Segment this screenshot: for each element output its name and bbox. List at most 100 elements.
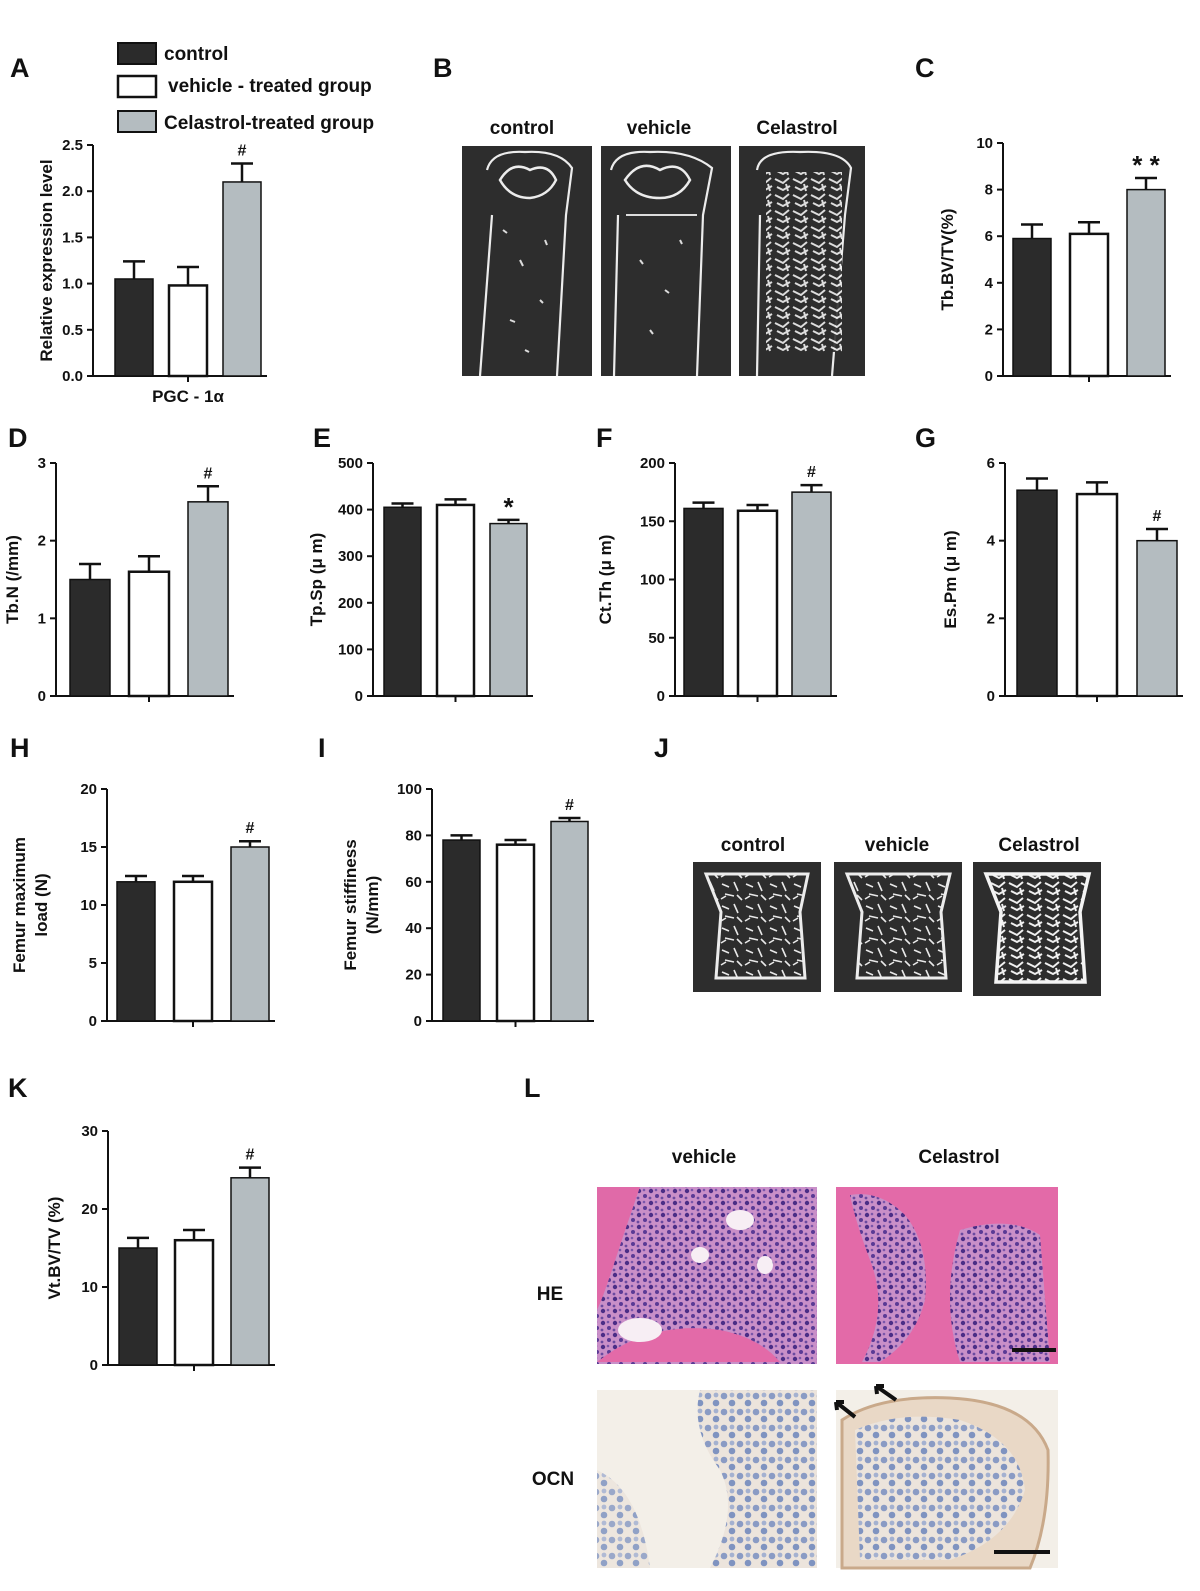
chart-d: D 0 1 2 3 Tb.N (/mm) #	[3, 423, 234, 705]
y-tick-label: 20	[81, 1201, 98, 1218]
y-tick-label: 1.0	[62, 276, 83, 293]
y-tick-label: 200	[640, 455, 665, 472]
panel-letter-k: K	[8, 1073, 28, 1103]
histology-row-label-ocn: OCN	[532, 1469, 574, 1490]
histology-col-label-celastrol: Celastrol	[918, 1147, 999, 1168]
image-label-j-control: control	[721, 835, 785, 856]
histology-col-label-vehicle: vehicle	[672, 1147, 736, 1168]
microct-vertebra-control	[693, 862, 821, 992]
bar-control	[683, 507, 724, 697]
bar-vehicle	[167, 284, 209, 378]
microct-femur-vehicle	[601, 146, 731, 377]
y-tick-label: 0	[38, 688, 46, 705]
y-axis-title: Femur stiffiness	[341, 839, 360, 970]
y-tick-label: 60	[405, 874, 422, 891]
significance-label: #	[204, 465, 213, 482]
significance-label: *	[503, 492, 514, 522]
chart-k: K 0 10 20 30 Vt.BV/TV (%) #	[8, 1073, 275, 1374]
bar-celastrol	[187, 501, 229, 697]
bar-celastrol	[1136, 539, 1178, 697]
chart-a: A 0.0 0.5 1.0 1.5 2.0 2.5 Relative expression l…	[10, 53, 267, 406]
y-tick-label: 0	[90, 1357, 98, 1374]
bar-vehicle	[495, 843, 536, 1023]
bar-celastrol	[230, 846, 270, 1022]
y-axis-title: Es.Pm (μ m)	[941, 530, 960, 628]
y-axis-title: Ct.Th (μ m)	[596, 535, 615, 625]
y-tick-label: 20	[80, 781, 97, 798]
bar-celastrol	[550, 820, 589, 1022]
y-axis-title: Femur maximum	[10, 837, 29, 973]
legend-label-control: control	[164, 44, 228, 65]
y-tick-label: 15	[80, 839, 97, 856]
y-tick-label: 0.5	[62, 322, 83, 339]
arrow-icon	[874, 1384, 898, 1402]
bar-control	[114, 278, 154, 377]
y-tick-label: 300	[338, 548, 363, 565]
chart-g: G 0 2 4 6 Es.Pm (μ m) #	[915, 423, 1183, 705]
significance-label: #	[238, 142, 247, 159]
microct-femur-control	[462, 146, 592, 377]
chart-h: H 0 5 10 15 20 Femur maximum load (N) #	[10, 733, 275, 1030]
y-tick-label: 100	[397, 781, 422, 798]
bar-celastrol	[230, 1177, 270, 1366]
chart-e: E 0 100 200 300 400 500 Tp.Sp (μ m) *	[307, 423, 533, 705]
y-tick-label: 1.5	[62, 229, 83, 246]
panel-letter-i: I	[318, 733, 326, 763]
panel-letter-j: J	[654, 733, 669, 763]
bar-control	[1016, 489, 1058, 697]
ocn-image-vehicle	[597, 1390, 817, 1568]
y-axis-title: load (N)	[32, 873, 51, 936]
y-tick-label: 10	[81, 1279, 98, 1296]
y-axis-title: (N/mm)	[363, 876, 382, 935]
y-tick-label: 0	[355, 688, 363, 705]
significance-label: #	[246, 820, 255, 837]
chart-f: F 0 50 100 150 200 Ct.Th (μ m) #	[596, 423, 837, 705]
legend-swatch-celastrol	[117, 110, 157, 133]
image-label-j-vehicle: vehicle	[865, 835, 929, 856]
bar-vehicle	[1068, 232, 1110, 378]
y-axis-title: Tb.BV/TV(%)	[938, 209, 957, 311]
y-tick-label: 0	[414, 1013, 422, 1030]
panel-letter-e: E	[313, 423, 331, 453]
image-label-b-control: control	[490, 118, 554, 139]
panel-letter-h: H	[10, 733, 30, 763]
y-tick-label: 4	[987, 533, 996, 550]
panel-letter-f: F	[596, 423, 613, 453]
y-tick-label: 40	[405, 920, 422, 937]
y-tick-label: 10	[976, 135, 993, 152]
chart-i: I 0 20 40 60 80 100 Femur stiffiness (N/mm) #	[318, 733, 594, 1030]
panel-l: L vehicle Celastrol HE OCN	[524, 1073, 1058, 1570]
y-tick-label: 50	[648, 630, 665, 647]
significance-label: #	[246, 1147, 255, 1164]
bar-charts: A 0.0 0.5 1.0 1.5 2.0 2.5 Relative expression l…	[3, 53, 1183, 1374]
y-tick-label: 2	[985, 321, 993, 338]
y-tick-label: 150	[640, 513, 665, 530]
y-tick-label: 10	[80, 897, 97, 914]
bar-celastrol	[1126, 188, 1166, 377]
y-axis-title: Vt.BV/TV (%)	[45, 1197, 64, 1300]
y-tick-label: 200	[338, 595, 363, 612]
significance-label: #	[565, 797, 574, 814]
legend-swatch-vehicle	[116, 74, 158, 99]
y-tick-label: 6	[985, 228, 993, 245]
histology-row-label-he: HE	[537, 1284, 563, 1305]
bar-control	[116, 881, 156, 1022]
image-label-b-vehicle: vehicle	[627, 118, 691, 139]
y-tick-label: 0.0	[62, 368, 83, 385]
panel-letter-b: B	[433, 53, 453, 83]
y-axis-title: Relative expression level	[37, 159, 56, 361]
panel-letter-g: G	[915, 423, 936, 453]
legend-label-vehicle: vehicle - treated group	[168, 76, 372, 97]
y-tick-label: 80	[405, 827, 422, 844]
panel-letter-d: D	[8, 423, 28, 453]
panel-b: B control vehicle Celastrol	[433, 53, 865, 377]
y-tick-label: 5	[89, 955, 97, 972]
legend-label-celastrol: Celastrol-treated group	[164, 113, 374, 134]
significance-label: #	[1153, 508, 1162, 525]
y-tick-label: 20	[405, 967, 422, 984]
significance-label: * *	[1132, 150, 1160, 180]
y-tick-label: 0	[657, 688, 665, 705]
y-tick-label: 0	[987, 688, 995, 705]
panel-letter-l: L	[524, 1073, 541, 1103]
